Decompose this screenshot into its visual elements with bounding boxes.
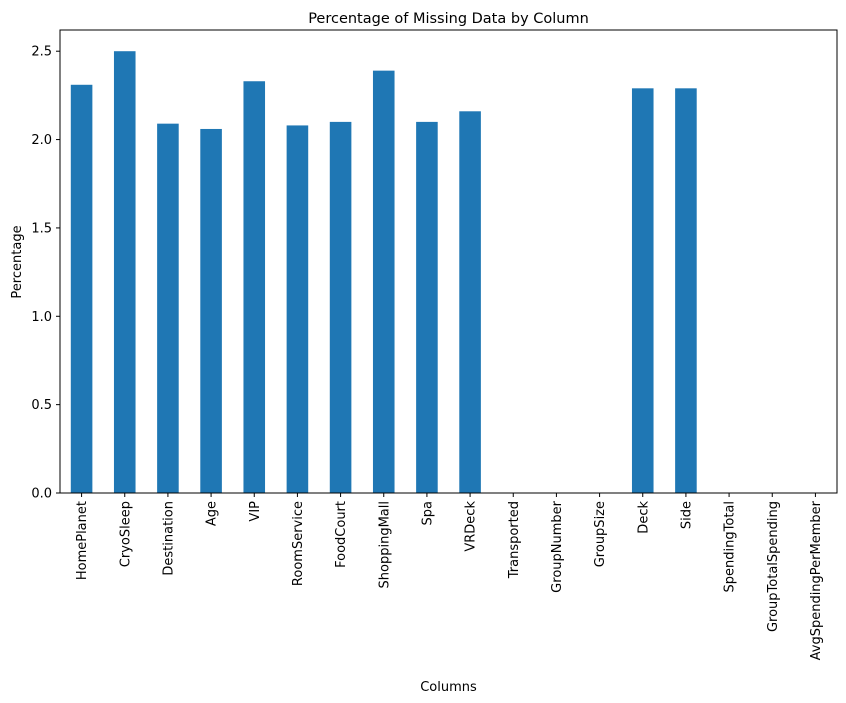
x-tick-label: Spa [420, 501, 435, 525]
y-tick-label: 0.0 [31, 487, 52, 502]
x-tick-label: Side [679, 501, 694, 529]
x-tick-label: RoomService [291, 501, 306, 586]
y-tick-label: 2.0 [31, 133, 52, 148]
x-tick-label: Deck [636, 501, 651, 534]
bar-HomePlanet [70, 84, 93, 493]
y-axis: 0.0 0.5 1.0 1.5 2.0 2.5 [31, 45, 60, 502]
bar-Destination [157, 123, 179, 493]
x-tick-label: GroupTotalSpending [766, 501, 781, 632]
y-tick-label: 1.5 [31, 221, 52, 236]
x-tick-label: VRDeck [464, 501, 479, 552]
x-tick-label: GroupSize [593, 501, 608, 567]
x-tick-label: Destination [161, 501, 176, 576]
x-tick-label: FoodCourt [334, 501, 349, 568]
x-tick-label: CryoSleep [118, 501, 133, 567]
x-tick-label: ShoppingMall [377, 501, 392, 588]
y-tick-label: 1.0 [31, 310, 52, 325]
x-axis: HomePlanet CryoSleep Destination Age VIP Room… [75, 493, 824, 660]
bar-Spa [416, 121, 438, 493]
x-tick-label: GroupNumber [550, 500, 565, 592]
x-tick-label: Transported [507, 501, 522, 579]
x-axis-label: Columns [420, 680, 477, 695]
bar-RoomService [286, 125, 309, 493]
bar-ShoppingMall [372, 70, 395, 494]
y-axis-label: Percentage [10, 225, 25, 298]
x-tick-label: HomePlanet [75, 501, 90, 580]
x-tick-label: Age [205, 501, 220, 526]
bar-FoodCourt [329, 121, 352, 493]
chart-title: Percentage of Missing Data by Column [308, 11, 589, 27]
bar-CryoSleep [113, 51, 136, 493]
y-tick-label: 0.5 [31, 398, 52, 413]
bar-Side [675, 88, 697, 493]
bar-Deck [631, 88, 654, 493]
x-tick-label: SpendingTotal [723, 501, 738, 592]
bar-VRDeck [459, 111, 481, 494]
bar-VIP [243, 81, 266, 493]
bars-group [70, 51, 697, 494]
x-tick-label: VIP [248, 501, 263, 522]
x-tick-label: AvgSpendingPerMember [809, 500, 824, 660]
plot-frame [59, 29, 838, 494]
bar-Age [200, 128, 222, 493]
y-tick-label: 2.5 [31, 45, 52, 60]
